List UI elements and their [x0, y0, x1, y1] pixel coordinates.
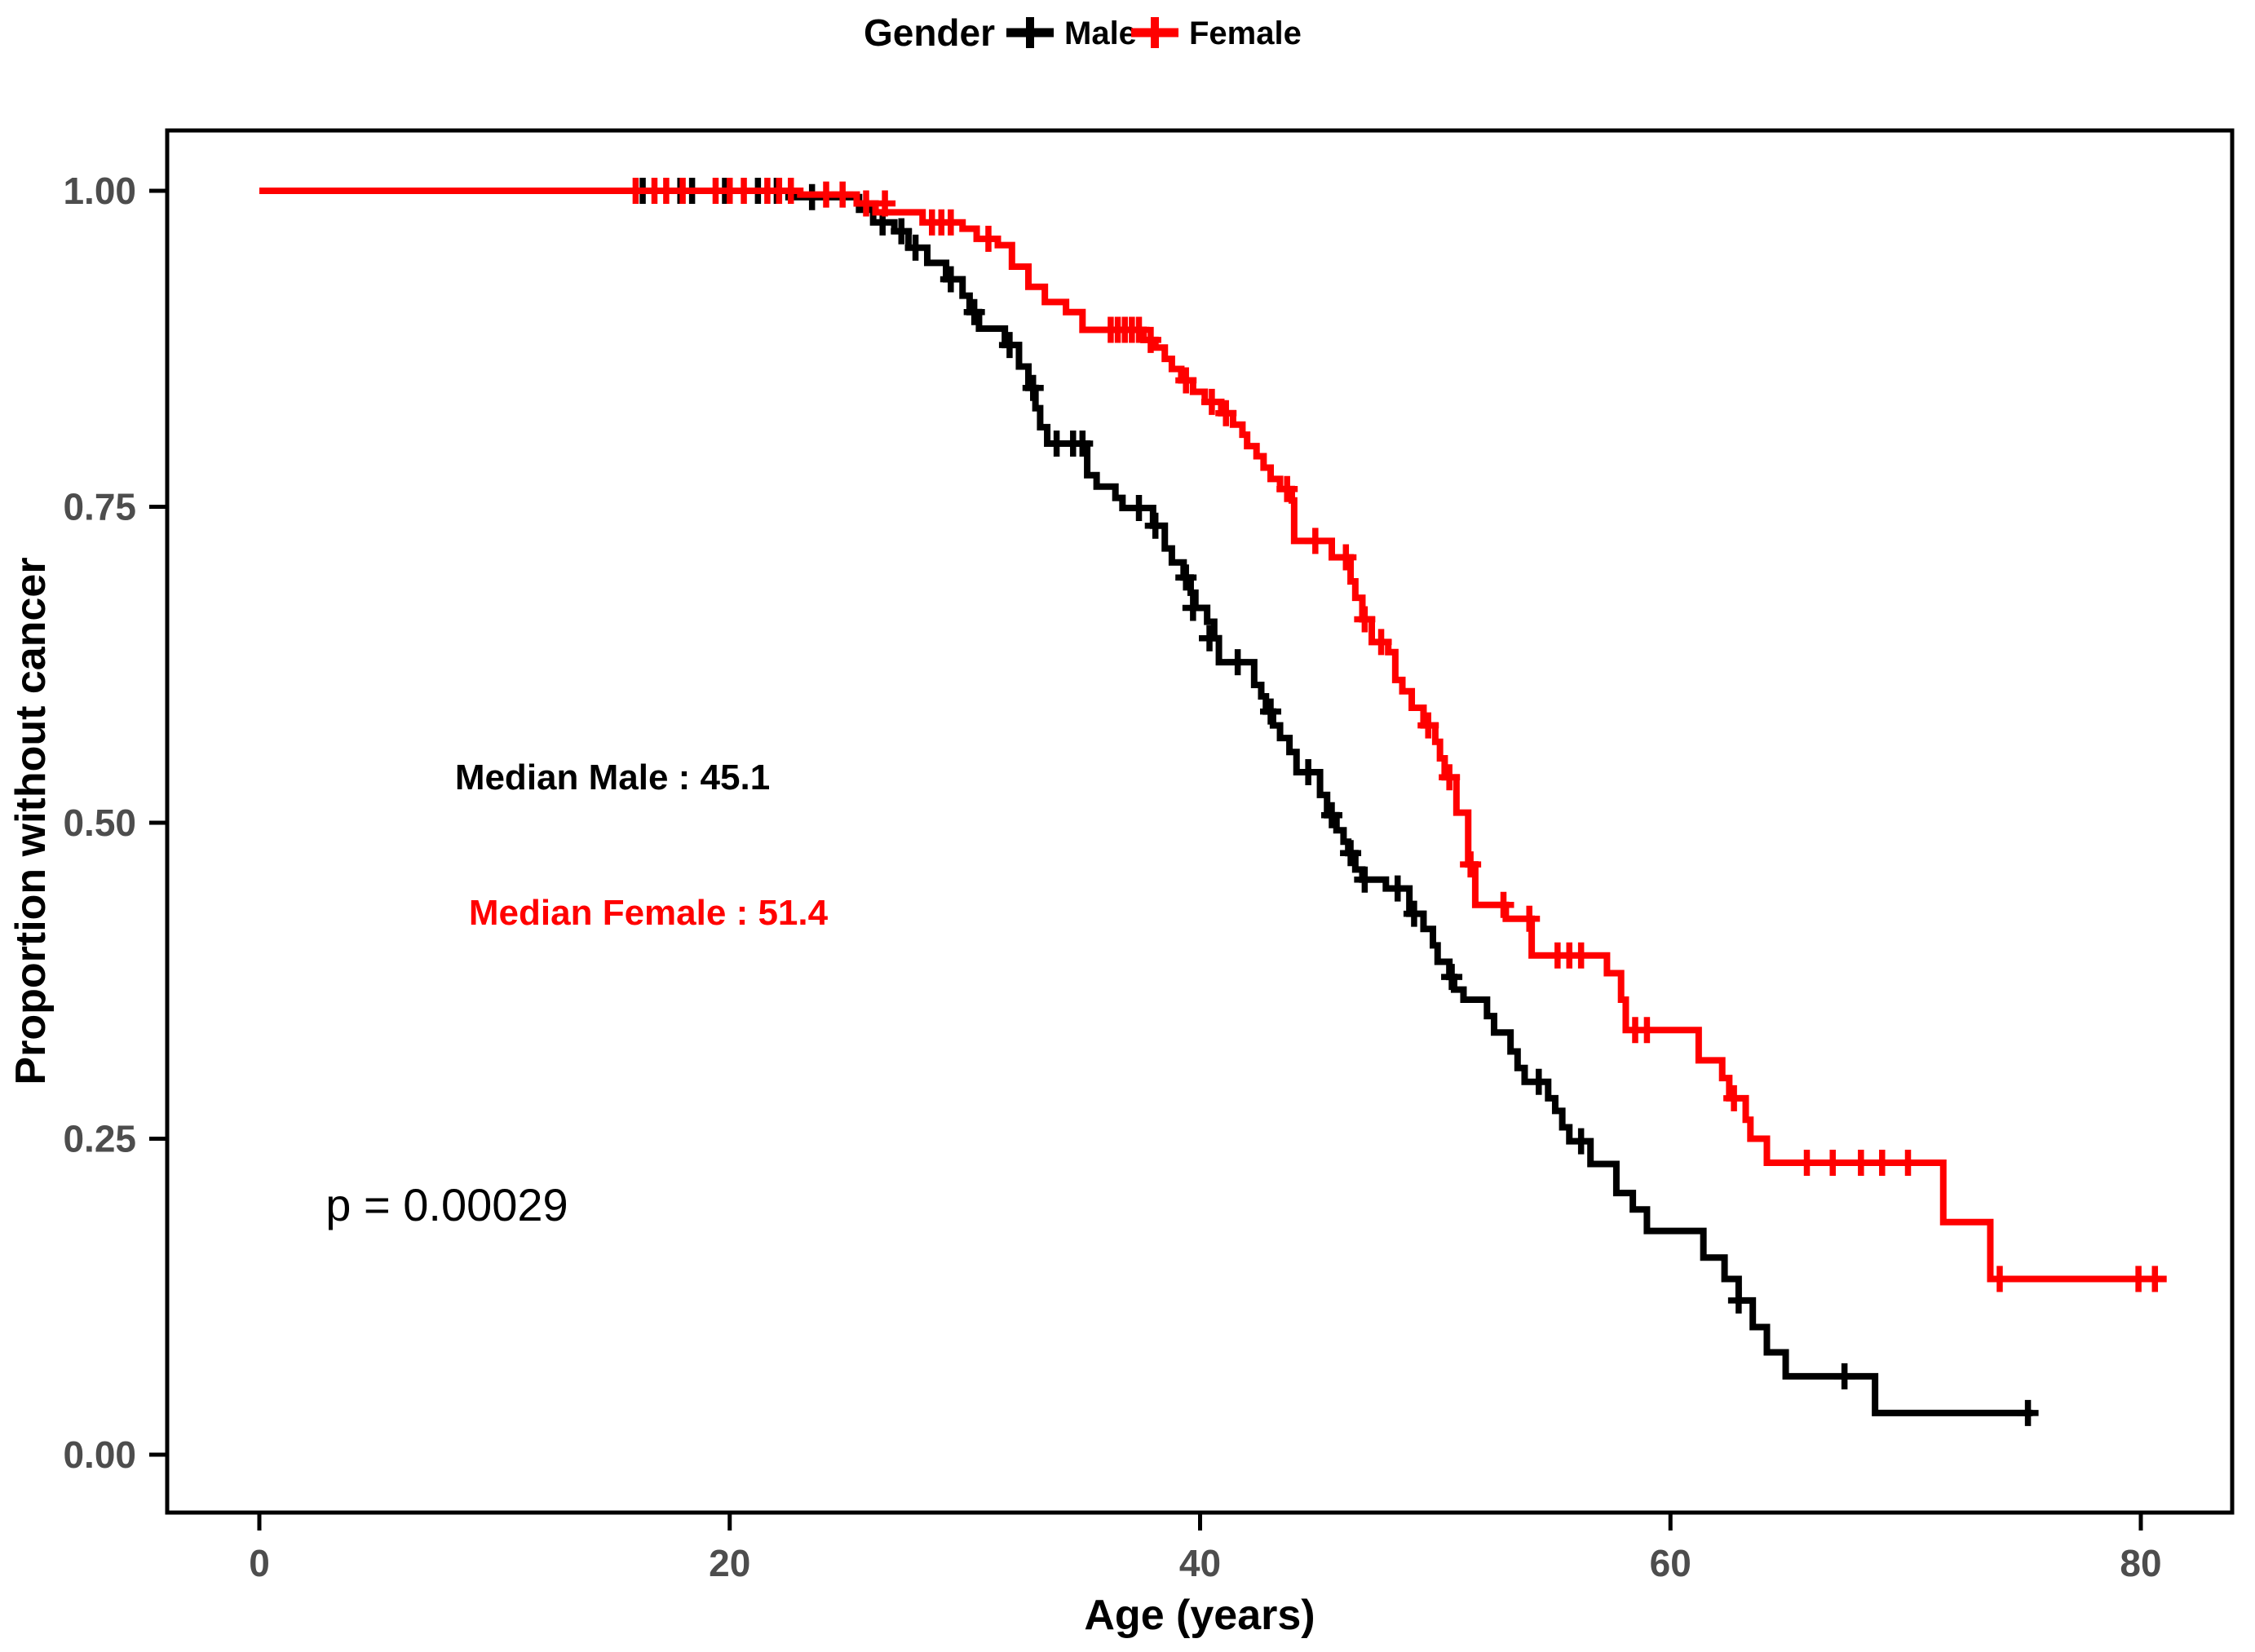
- y-axis-tick-label: 1.00: [63, 170, 136, 212]
- x-axis-tick-label: 60: [1650, 1542, 1691, 1584]
- x-axis-tick-label: 80: [2120, 1542, 2161, 1584]
- plot-panel-border: [165, 128, 2235, 1515]
- annotation-median-female: Median Female : 51.4: [469, 893, 829, 933]
- legend: Gender Male Female: [864, 11, 1302, 54]
- legend-key-male-icon: [1006, 17, 1054, 48]
- survival-curve-female: [259, 188, 2167, 1283]
- survival-curve-male: [259, 188, 2033, 1416]
- plot-content: 0 20 40 60 80 1.00 0.75 0.50 0.25 0.00: [63, 170, 2167, 1584]
- legend-title: Gender: [864, 11, 995, 54]
- y-axis-tick-label: 0.75: [63, 486, 136, 528]
- legend-label-female: Female: [1189, 15, 1302, 51]
- y-axis-title: Proportion without cancer: [7, 557, 55, 1084]
- x-axis-tick-label: 40: [1179, 1542, 1221, 1584]
- x-axis-tick-label: 0: [249, 1542, 270, 1584]
- y-axis-tick-label: 0.50: [63, 802, 136, 844]
- legend-label-male: Male: [1064, 15, 1137, 51]
- annotation-p-value: p = 0.00029: [325, 1179, 568, 1230]
- x-axis-title: Age (years): [1084, 1592, 1315, 1639]
- legend-key-female-icon: [1131, 17, 1178, 48]
- y-axis-tick-label: 0.25: [63, 1118, 136, 1160]
- y-axis-tick-label: 0.00: [63, 1433, 136, 1476]
- annotation-median-male: Median Male : 45.1: [455, 758, 770, 797]
- x-axis-tick-label: 20: [709, 1542, 750, 1584]
